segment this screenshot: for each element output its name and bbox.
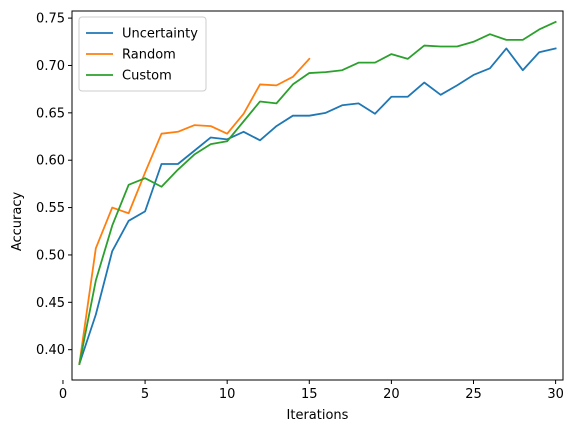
x-tick-label: 30 — [547, 387, 564, 402]
y-tick-label: 0.50 — [36, 248, 65, 263]
legend-label-custom: Custom — [122, 69, 172, 84]
legend-label-uncertainty: Uncertainty — [122, 27, 198, 42]
y-tick-label: 0.65 — [36, 106, 65, 121]
x-tick-label: 15 — [301, 387, 318, 402]
x-tick-label: 20 — [383, 387, 400, 402]
x-tick-label: 25 — [465, 387, 482, 402]
legend: Uncertainty Random Custom — [79, 17, 206, 91]
x-tick-label: 0 — [59, 387, 67, 402]
y-tick-label: 0.70 — [36, 59, 65, 74]
y-tick-label: 0.75 — [36, 12, 65, 27]
y-tick-label: 0.60 — [36, 154, 65, 169]
y-tick-label: 0.40 — [36, 343, 65, 358]
x-axis-title: Iterations — [287, 408, 349, 423]
legend-label-random: Random — [122, 48, 176, 63]
y-tick-label: 0.45 — [36, 296, 65, 311]
x-tick-label: 10 — [219, 387, 236, 402]
y-tick-label: 0.55 — [36, 201, 65, 216]
y-axis-title: Accuracy — [10, 192, 25, 252]
x-tick-label: 5 — [141, 387, 149, 402]
